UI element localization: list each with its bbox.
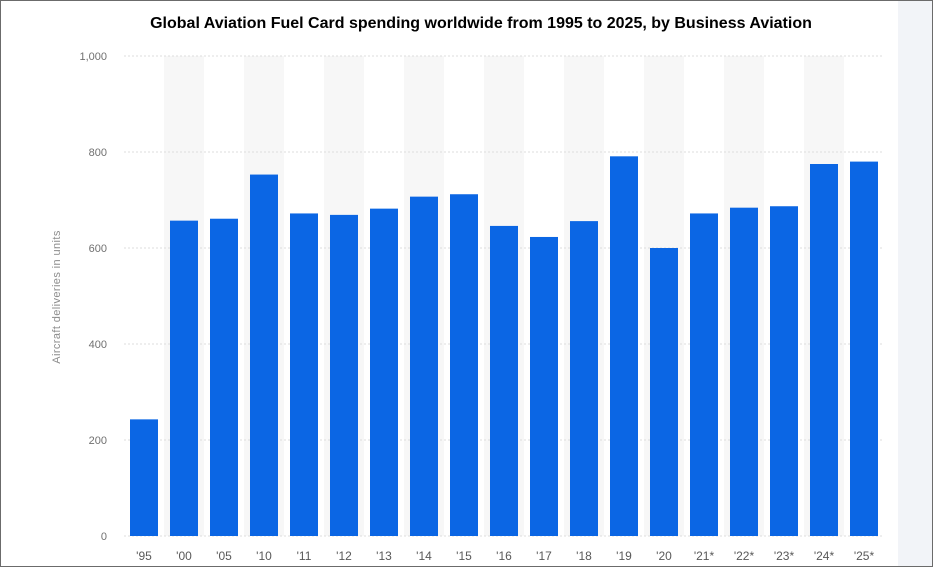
bar <box>490 225 518 537</box>
x-tick-label: '00 <box>176 549 192 563</box>
bar <box>570 221 598 536</box>
bar <box>530 236 558 536</box>
x-tick-label: '20 <box>656 549 672 563</box>
y-tick-label: 0 <box>101 531 107 543</box>
bar <box>370 208 398 536</box>
x-tick-label: '12 <box>336 549 352 563</box>
y-tick-label: 1,000 <box>79 51 107 63</box>
bar <box>650 248 678 536</box>
y-tick-label: 800 <box>89 147 107 159</box>
x-tick-label: '13 <box>376 549 392 563</box>
x-tick-label: '22* <box>734 549 755 563</box>
x-tick-label: '15 <box>456 549 472 563</box>
bar <box>410 196 438 536</box>
bar <box>330 214 358 536</box>
x-tick-labels: '95 '00 '05 '10 '11 '12 '13 '14 '15 '16 '17 '18 '19 '… <box>136 549 874 563</box>
bar <box>770 206 798 537</box>
x-tick-label: '14 <box>416 549 432 563</box>
x-tick-label: '10 <box>256 549 272 563</box>
bar <box>730 207 758 536</box>
x-tick-label: '19 <box>616 549 632 563</box>
bar <box>450 194 478 537</box>
y-tick-labels: 0 200 400 600 800 1,000 <box>79 51 107 543</box>
x-tick-label: '11 <box>297 549 312 563</box>
bar <box>130 419 158 536</box>
bar <box>850 161 878 536</box>
x-tick-label: '23* <box>774 549 795 563</box>
x-tick-label: '18 <box>576 549 592 563</box>
bar <box>170 220 198 536</box>
chart-title: Global Aviation Fuel Card spending world… <box>150 15 812 32</box>
bar <box>290 213 318 536</box>
scroll-strip <box>898 1 932 566</box>
y-tick-label: 600 <box>89 243 107 255</box>
x-tick-label: '17 <box>536 549 552 563</box>
y-tick-label: 200 <box>89 435 107 447</box>
x-tick-label: '21* <box>694 549 715 563</box>
bar <box>610 156 638 536</box>
x-tick-label: '16 <box>496 549 512 563</box>
x-tick-label: '05 <box>216 549 232 563</box>
bar <box>250 174 278 536</box>
y-tick-label: 400 <box>89 339 107 351</box>
x-tick-label: '95 <box>136 549 152 563</box>
x-tick-label: '25* <box>854 549 875 563</box>
bars <box>130 156 878 537</box>
bar <box>690 213 718 536</box>
bar <box>210 218 238 536</box>
x-tick-label: '24* <box>814 549 835 563</box>
bar <box>810 164 838 536</box>
